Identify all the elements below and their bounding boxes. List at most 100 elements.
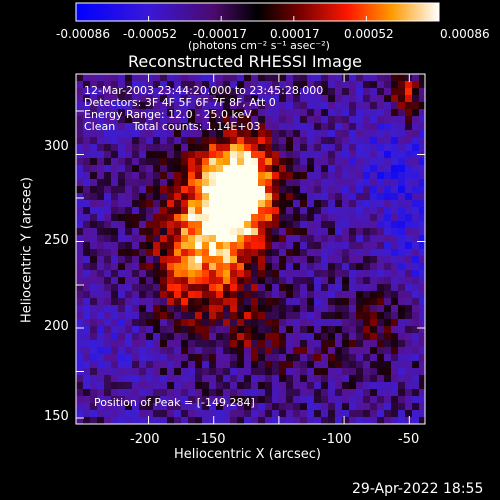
image-pixel (181, 137, 189, 145)
image-pixel (272, 382, 280, 390)
image-pixel (251, 200, 259, 208)
image-pixel (356, 186, 364, 194)
image-pixel (132, 284, 140, 292)
image-pixel (97, 88, 105, 96)
image-pixel (167, 186, 175, 194)
image-pixel (300, 389, 308, 397)
image-pixel (111, 130, 119, 138)
image-pixel (111, 88, 119, 96)
image-pixel (146, 347, 154, 355)
image-pixel (209, 116, 217, 124)
image-pixel (104, 298, 112, 306)
image-pixel (125, 277, 133, 285)
image-pixel (202, 242, 210, 250)
image-pixel (216, 214, 224, 222)
image-pixel (230, 88, 238, 96)
image-pixel (167, 312, 175, 320)
image-pixel (272, 326, 280, 334)
image-pixel (209, 375, 217, 383)
image-pixel (251, 123, 259, 131)
image-pixel (321, 207, 329, 215)
image-pixel (258, 270, 266, 278)
image-pixel (244, 298, 252, 306)
image-pixel (342, 235, 350, 243)
image-pixel (314, 88, 322, 96)
image-pixel (328, 179, 336, 187)
image-pixel (384, 368, 392, 376)
image-pixel (202, 137, 210, 145)
image-pixel (335, 109, 343, 117)
image-pixel (90, 165, 98, 173)
image-pixel (244, 144, 252, 152)
image-pixel (251, 130, 259, 138)
image-pixel (244, 95, 252, 103)
image-pixel (314, 417, 322, 424)
image-pixel (419, 88, 425, 96)
image-pixel (167, 151, 175, 159)
image-pixel (300, 242, 308, 250)
image-pixel (83, 354, 91, 362)
image-pixel (363, 88, 371, 96)
image-pixel (153, 214, 161, 222)
image-pixel (188, 116, 196, 124)
image-pixel (146, 172, 154, 180)
image-pixel (405, 368, 413, 376)
image-pixel (258, 144, 266, 152)
image-pixel (384, 270, 392, 278)
image-pixel (125, 116, 133, 124)
image-pixel (216, 256, 224, 264)
image-pixel (244, 214, 252, 222)
image-pixel (412, 88, 420, 96)
image-pixel (188, 200, 196, 208)
image-pixel (209, 368, 217, 376)
image-pixel (335, 382, 343, 390)
image-pixel (153, 340, 161, 348)
image-pixel (293, 116, 301, 124)
image-pixel (384, 116, 392, 124)
image-pixel (349, 403, 357, 411)
image-pixel (223, 137, 231, 145)
image-pixel (370, 179, 378, 187)
image-pixel (216, 403, 224, 411)
image-pixel (363, 228, 371, 236)
image-pixel (118, 116, 126, 124)
image-pixel (356, 102, 364, 110)
image-pixel (188, 333, 196, 341)
image-pixel (286, 123, 294, 131)
image-pixel (377, 263, 385, 271)
y-tick-label: 150 (44, 409, 69, 424)
image-pixel (286, 256, 294, 264)
image-pixel (111, 200, 119, 208)
image-pixel (265, 417, 273, 424)
image-pixel (272, 396, 280, 404)
image-pixel (349, 263, 357, 271)
image-pixel (160, 361, 168, 369)
image-pixel (412, 263, 420, 271)
image-pixel (286, 347, 294, 355)
image-pixel (342, 151, 350, 159)
image-pixel (391, 88, 399, 96)
image-pixel (125, 410, 133, 418)
image-pixel (321, 95, 329, 103)
image-pixel (230, 95, 238, 103)
image-pixel (216, 305, 224, 313)
image-pixel (342, 417, 350, 424)
image-pixel (251, 347, 259, 355)
image-pixel (244, 109, 252, 117)
image-pixel (279, 340, 287, 348)
image-pixel (272, 214, 280, 222)
image-pixel (90, 186, 98, 194)
image-pixel (265, 354, 273, 362)
image-pixel (83, 228, 91, 236)
image-pixel (286, 417, 294, 424)
image-pixel (405, 137, 413, 145)
image-pixel (370, 284, 378, 292)
image-pixel (111, 158, 119, 166)
image-pixel (300, 361, 308, 369)
image-pixel (181, 347, 189, 355)
image-pixel (251, 165, 259, 173)
image-pixel (237, 186, 245, 194)
image-pixel (335, 305, 343, 313)
image-pixel (132, 186, 140, 194)
image-pixel (314, 326, 322, 334)
